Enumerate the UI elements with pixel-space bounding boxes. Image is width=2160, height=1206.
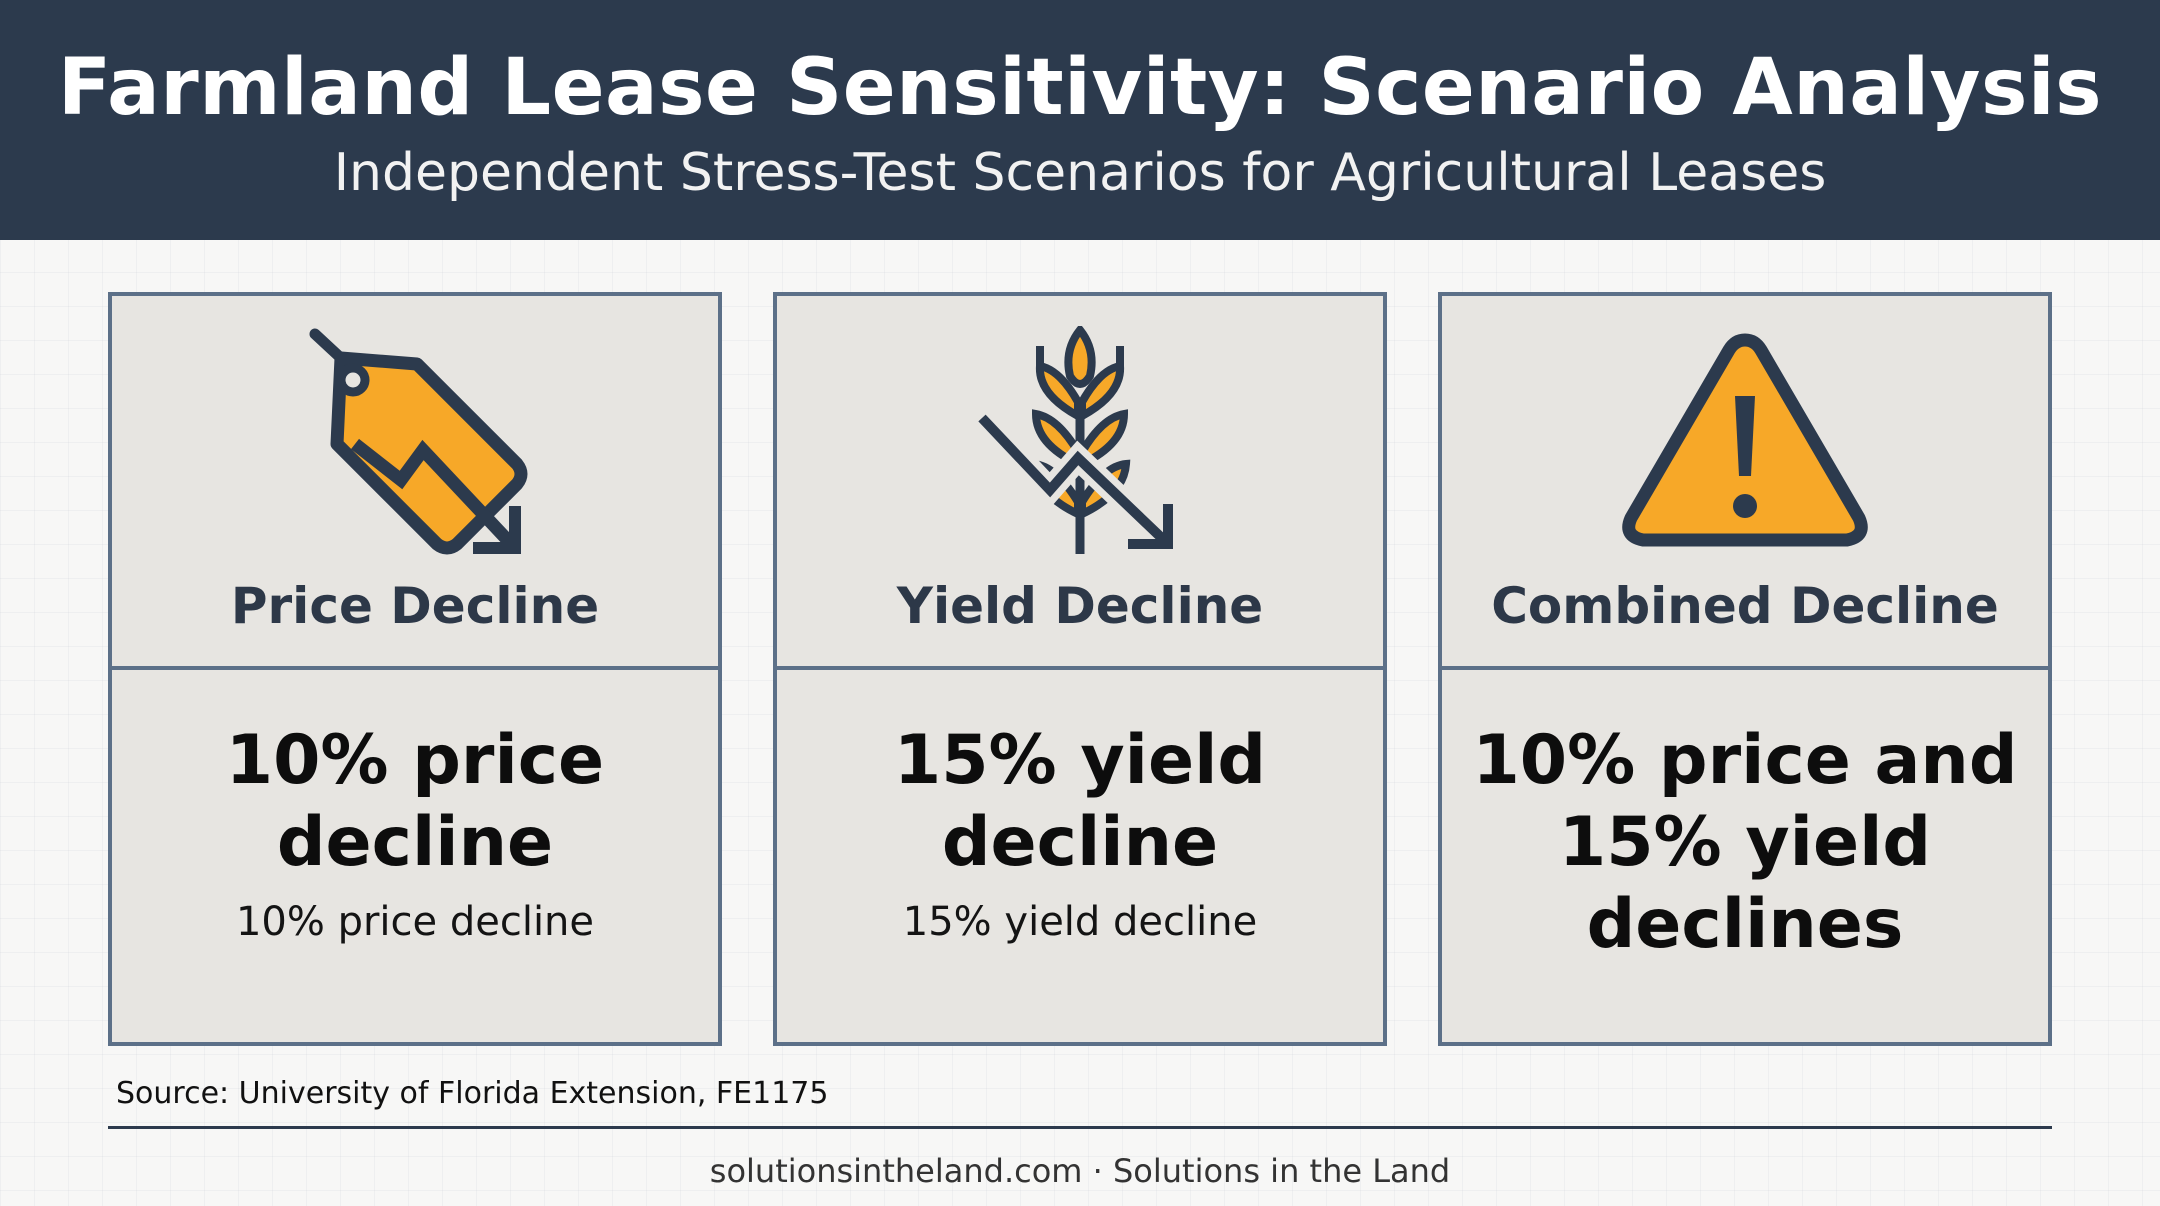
scenario-stat: 10% price decline <box>225 721 605 882</box>
card-body: 10% price and 15% yield declines <box>1442 670 2048 1042</box>
scenario-stat: 15% yield decline <box>893 721 1267 882</box>
divider <box>108 1126 2052 1129</box>
scenario-card-yield: Yield Decline 15% yield decline 15% yiel… <box>773 292 1387 1046</box>
card-title: Yield Decline <box>896 577 1264 635</box>
scenario-stat: 10% price and 15% yield declines <box>1472 721 2018 964</box>
card-header: Price Decline <box>112 296 718 670</box>
card-title: Price Decline <box>230 577 600 635</box>
page-subtitle: Independent Stress-Test Scenarios for Ag… <box>333 143 1827 203</box>
card-body: 15% yield decline 15% yield decline <box>777 670 1383 1042</box>
header-banner: Farmland Lease Sensitivity: Scenario Ana… <box>0 0 2160 240</box>
price-tag-down-icon <box>285 326 545 556</box>
source-citation: Source: University of Florida Extension,… <box>116 1076 829 1111</box>
footer-credit: solutionsintheland.com · Solutions in th… <box>709 1152 1451 1190</box>
scenario-detail: 10% price decline <box>235 899 595 945</box>
wheat-down-icon <box>950 323 1210 556</box>
page-title: Farmland Lease Sensitivity: Scenario Ana… <box>57 43 2103 133</box>
scenario-card-combined: Combined Decline 10% price and 15% yield… <box>1438 292 2052 1046</box>
card-header: Combined Decline <box>1442 296 2048 670</box>
card-title: Combined Decline <box>1491 577 1999 635</box>
scenario-detail: 15% yield decline <box>902 899 1258 945</box>
card-body: 10% price decline 10% price decline <box>112 670 718 1042</box>
scenario-card-price: Price Decline 10% price decline 10% pric… <box>108 292 722 1046</box>
warning-icon <box>1615 326 1875 556</box>
card-header: Yield Decline <box>777 296 1383 670</box>
